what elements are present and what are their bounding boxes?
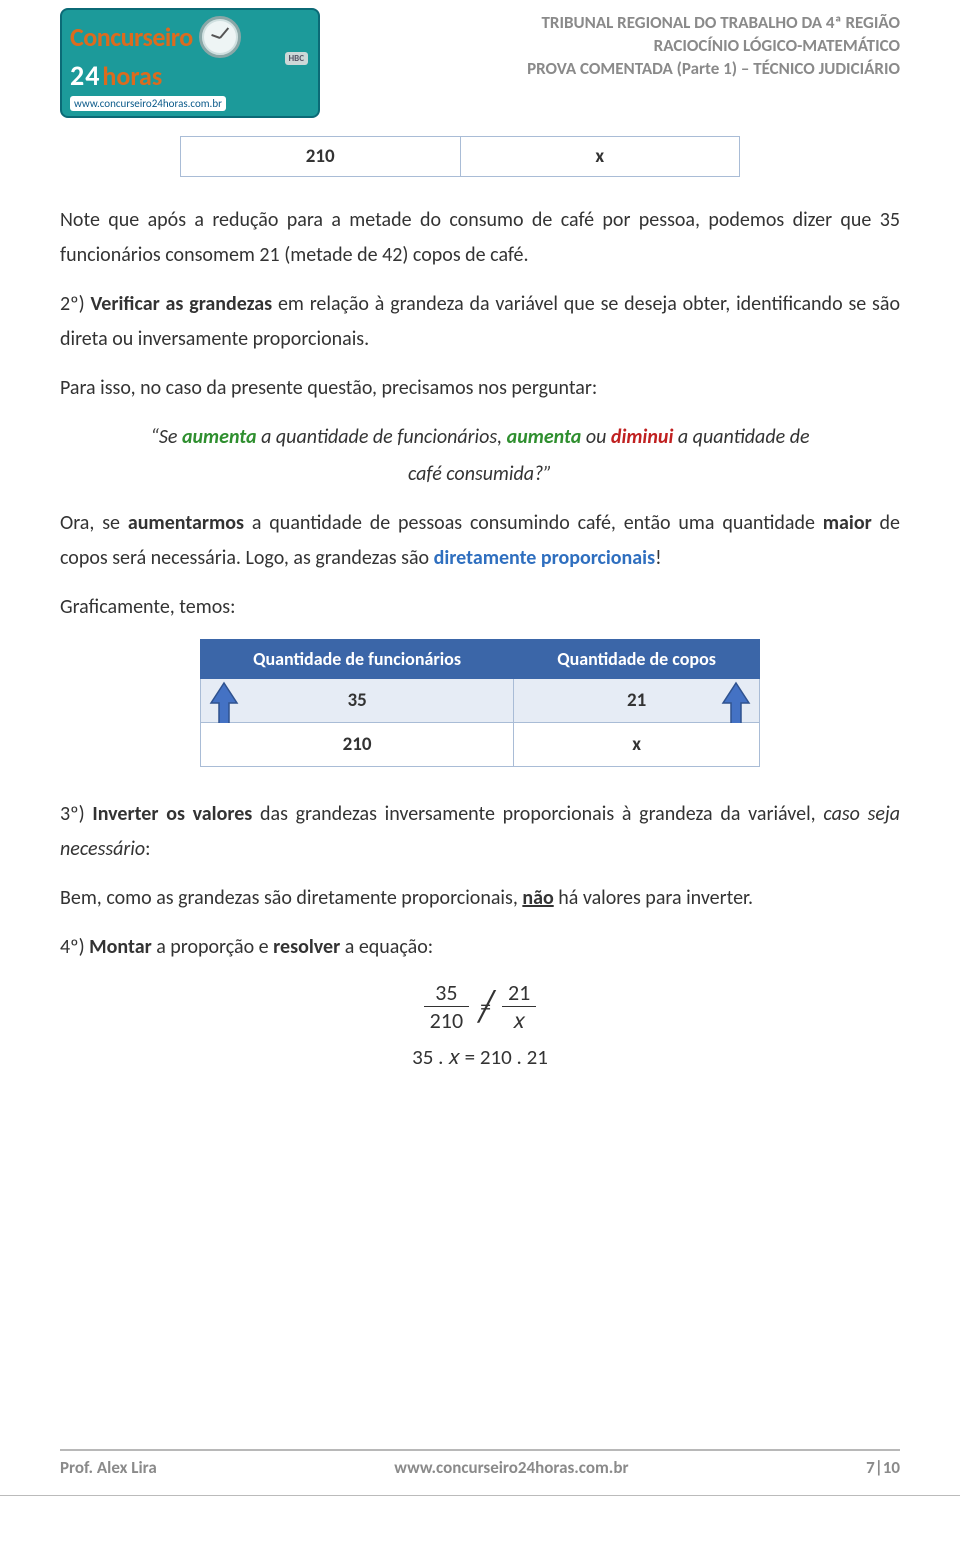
logo-24: 24 [70, 58, 100, 93]
step-3-text-1: das grandezas inversamente proporcionais… [252, 802, 823, 826]
step-4-montar: Montar [89, 935, 152, 959]
fraction-num: 21 [502, 979, 536, 1007]
body-text-2: 3º) Inverter os valores das grandezas in… [60, 797, 900, 965]
paragraph-3: Para isso, no caso da presente questão, … [60, 371, 900, 406]
cell-21: 21 [514, 679, 760, 723]
page-footer: Prof. Alex Lira www.concurseiro24horas.c… [60, 1449, 900, 1478]
header-line-1: TRIBUNAL REGIONAL DO TRABALHO DA 4ª REGI… [340, 12, 900, 35]
step-4-mid: a proporção e [152, 935, 273, 959]
proportion-table: Quantidade de funcionários Quantidade de… [200, 639, 760, 767]
equation-line-2: 35 . 𝑥 = 210 . 21 [60, 1044, 900, 1070]
fraction-num: 35 [424, 979, 469, 1007]
cell-x: x [460, 137, 740, 177]
page: Concurseiro HBC 24horas www.concurseiro2… [0, 0, 960, 1490]
p4-aumentarmos: aumentarmos [128, 511, 244, 535]
top-small-table: 210 x [180, 136, 740, 177]
logo: Concurseiro HBC 24horas www.concurseiro2… [60, 8, 320, 118]
table-row: 210 x [201, 723, 760, 767]
col-header-funcionarios: Quantidade de funcionários [201, 640, 514, 679]
p4-end: ! [655, 546, 662, 570]
paragraph-8: 4º) Montar a proporção e resolver a equa… [60, 930, 900, 965]
p4-diretamente-proporcionais: diretamente proporcionais [434, 546, 655, 570]
equals-slashed-icon: = ╱ [480, 993, 491, 1020]
page-header: Concurseiro HBC 24horas www.concurseiro2… [60, 8, 900, 118]
table-header-row: Quantidade de funcionários Quantidade de… [201, 640, 760, 679]
paragraph-7: Bem, como as grandezas são diretamente p… [60, 881, 900, 916]
cell-value: 21 [627, 689, 646, 712]
header-titles: TRIBUNAL REGIONAL DO TRABALHO DA 4ª REGI… [340, 8, 900, 81]
logo-hbc-badge: HBC [285, 52, 309, 65]
paragraph-2: 2º) Verificar as grandezas em relação à … [60, 287, 900, 357]
p4-pre: Ora, se [60, 511, 128, 535]
table-row: 35 21 [201, 679, 760, 723]
quote-pre: “Se [150, 425, 181, 449]
step-4-resolver: resolver [273, 935, 340, 959]
cell-210: 210 [201, 723, 514, 767]
logo-horas: horas [102, 60, 162, 92]
cell-35: 35 [201, 679, 514, 723]
footer-url: www.concurseiro24horas.com.br [394, 1457, 628, 1478]
header-line-3: PROVA COMENTADA (Parte 1) – TÉCNICO JUDI… [340, 58, 900, 81]
step-4-marker: 4º) [60, 935, 89, 959]
col-header-copos: Quantidade de copos [514, 640, 760, 679]
body-text: Note que após a redução para a metade do… [60, 203, 900, 625]
cell-210: 210 [181, 137, 461, 177]
p4-maior: maior [823, 511, 872, 535]
step-3-marker: 3º) [60, 802, 92, 826]
page-current: 7 [866, 1457, 875, 1478]
quote-mid-2: ou [581, 425, 611, 449]
quote-line-2: café consumida?” [60, 457, 900, 492]
quote-line-1: “Se aumenta a quantidade de funcionários… [60, 420, 900, 455]
fraction-den: 210 [424, 1007, 469, 1034]
step-4-end: a equação: [340, 935, 433, 959]
paragraph-5: Graficamente, temos: [60, 590, 900, 625]
paragraph-6: 3º) Inverter os valores das grandezas in… [60, 797, 900, 867]
step-2-title: Verificar as grandezas [90, 292, 272, 316]
logo-word-concurseiro: Concurseiro [70, 21, 193, 53]
step-3-title: Inverter os valores [92, 802, 252, 826]
footer-professor: Prof. Alex Lira [60, 1457, 157, 1478]
equation-fraction: 35 210 = ╱ 21 𝑥 [60, 979, 900, 1034]
fraction-den: 𝑥 [502, 1007, 536, 1034]
fraction-right: 21 𝑥 [502, 979, 536, 1034]
p7-post: há valores para inverter. [554, 886, 753, 910]
step-3-text-2: : [145, 837, 150, 861]
quote-mid-1: a quantidade de funcionários, [257, 425, 507, 449]
p7-pre: Bem, como as grandezas são diretamente p… [60, 886, 522, 910]
footer-page-number: 7|10 [866, 1457, 900, 1478]
p7-nao: não [522, 886, 553, 910]
quote-diminui: diminui [611, 425, 673, 449]
quote-aumenta-2: aumenta [507, 425, 582, 449]
table-row: 210 x [181, 137, 740, 177]
quote-post: a quantidade de [673, 425, 809, 449]
step-2-marker: 2º) [60, 292, 90, 316]
cell-x: x [514, 723, 760, 767]
logo-url: www.concurseiro24horas.com.br [70, 96, 226, 111]
clock-icon [199, 16, 241, 58]
cell-value: 35 [347, 689, 366, 712]
page-total: 10 [883, 1457, 900, 1478]
quote-aumenta-1: aumenta [182, 425, 257, 449]
page-separator [0, 1495, 960, 1496]
paragraph-4: Ora, se aumentarmos a quantidade de pess… [60, 506, 900, 576]
paragraph-1: Note que após a redução para a metade do… [60, 203, 900, 273]
p4-mid1: a quantidade de pessoas consumindo café,… [244, 511, 823, 535]
fraction-left: 35 210 [424, 979, 469, 1034]
header-line-2: RACIOCÍNIO LÓGICO-MATEMÁTICO [340, 35, 900, 58]
page-sep-char: | [875, 1457, 883, 1478]
